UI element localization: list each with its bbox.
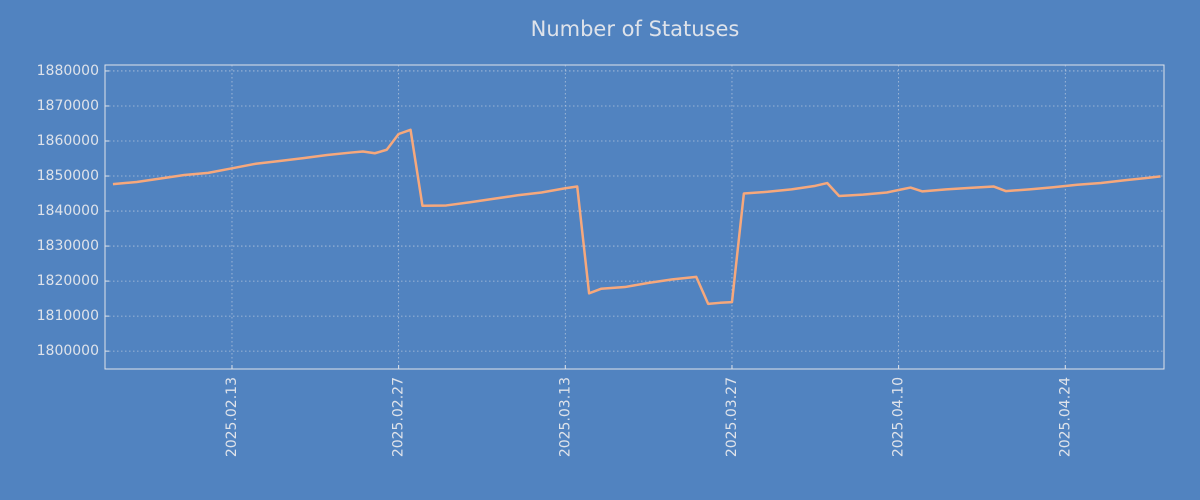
y-tick-label: 1870000 — [37, 98, 99, 114]
line — [112, 128, 1161, 306]
y-tick-label: 1840000 — [37, 203, 99, 219]
y-tick-label: 1860000 — [37, 133, 99, 149]
y-tick-label: 1830000 — [37, 238, 99, 254]
x-tick-label: 2025.03.27 — [724, 377, 740, 457]
x-tick-label: 2025.03.13 — [557, 377, 573, 457]
chart-title: Number of Statuses — [531, 17, 740, 41]
y-tick-label: 1810000 — [37, 308, 99, 324]
x-tick-label: 2025.02.27 — [391, 377, 407, 457]
x-tick-label: 2025.04.10 — [891, 377, 907, 457]
plot-frame — [104, 64, 1165, 370]
x-tick-label: 2025.04.24 — [1057, 377, 1073, 457]
x-tick-label: 2025.02.13 — [224, 377, 240, 457]
y-tick-label: 1820000 — [37, 273, 99, 289]
y-tick-label: 1880000 — [37, 63, 99, 79]
y-tick-label: 1850000 — [37, 168, 99, 184]
y-tick-label: 1800000 — [37, 343, 99, 359]
